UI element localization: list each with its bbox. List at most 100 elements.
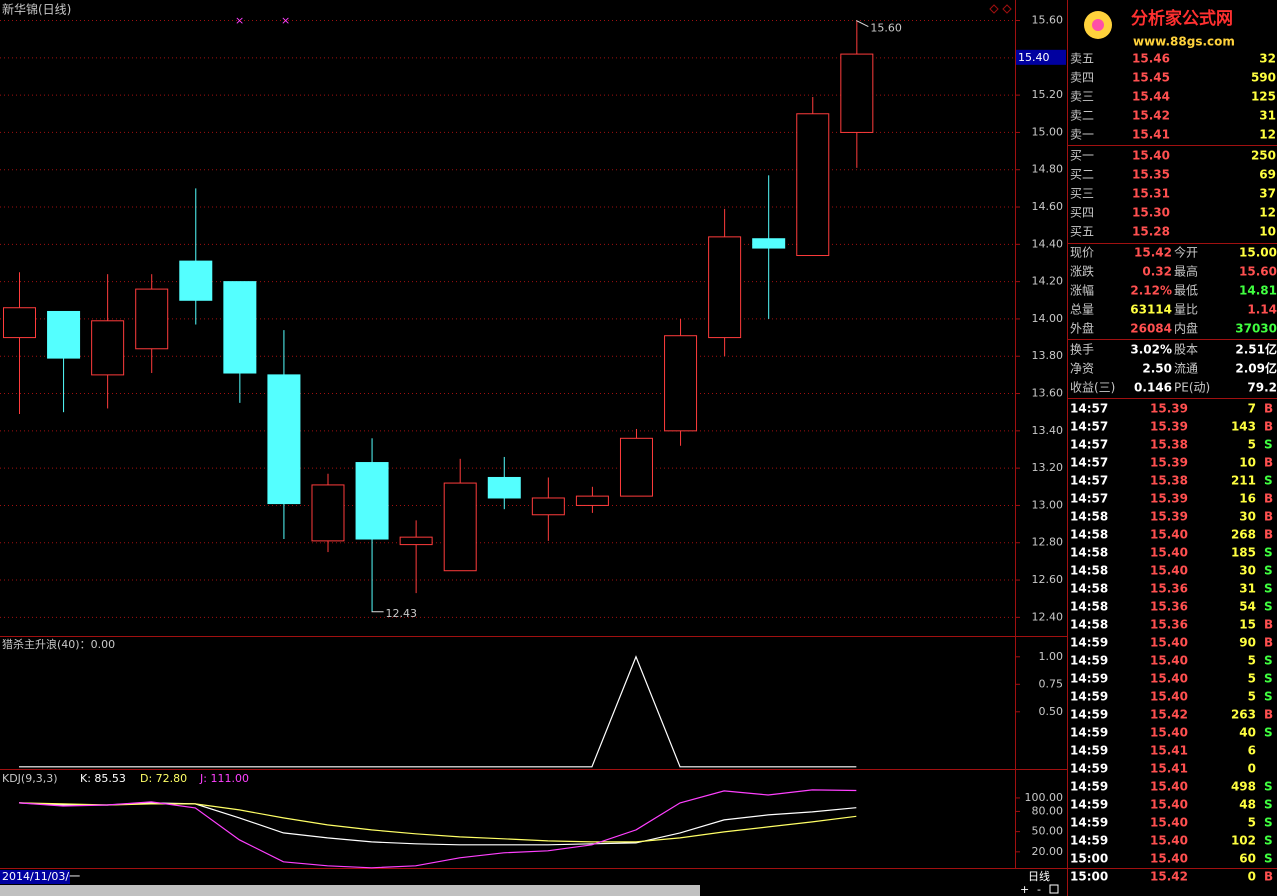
stat-label: 今开 [1174, 245, 1198, 260]
min-label: 12.43 [386, 607, 418, 620]
period[interactable]: 日线 [1028, 869, 1050, 883]
book-price: 15.28 [1132, 225, 1170, 239]
trade-time: 14:57 [1070, 438, 1108, 452]
trade-side: S [1264, 852, 1273, 866]
book-price: 15.45 [1132, 71, 1170, 85]
book-label: 卖五 [1070, 52, 1094, 66]
tab-bar [0, 885, 700, 896]
y-tick-label: 0.50 [1039, 705, 1064, 718]
legend-entry: K: 85.53 [80, 772, 126, 785]
trade-time: 14:59 [1070, 816, 1108, 830]
indicator-line [18, 802, 857, 843]
y-tick-label: 13.00 [1032, 498, 1064, 511]
trade-price: 15.40 [1150, 636, 1188, 650]
maximize[interactable] [1049, 884, 1059, 894]
trade-volume: 16 [1239, 492, 1256, 506]
candle-body [752, 238, 786, 249]
zoom-buttons: + - [1020, 883, 1059, 896]
tab[interactable]: MCST [688, 886, 717, 896]
book-volume: 250 [1251, 149, 1276, 163]
trade-side: B [1264, 528, 1273, 542]
trade-time: 14:58 [1070, 618, 1108, 632]
trade-time: 14:57 [1070, 492, 1108, 506]
zoom-out[interactable]: - [1037, 883, 1041, 896]
stat-label: 最低 [1174, 284, 1198, 298]
trade-price: 15.40 [1150, 834, 1188, 848]
trade-price: 15.40 [1150, 726, 1188, 740]
stat-label: 外盘 [1070, 321, 1094, 336]
trade-price: 15.42 [1150, 870, 1188, 884]
book-price: 15.35 [1132, 168, 1170, 182]
trade-side: B [1264, 870, 1273, 884]
book-volume: 10 [1259, 225, 1276, 239]
candle-body [267, 374, 301, 505]
trade-price: 15.40 [1150, 690, 1188, 704]
stat-value: 63114 [1130, 303, 1172, 317]
trade-side: S [1264, 816, 1273, 830]
y-tick-label: 1.00 [1039, 650, 1064, 663]
trade-volume: 15 [1239, 618, 1256, 632]
candle-body [840, 53, 874, 133]
trade-price: 15.36 [1150, 582, 1188, 596]
trade-side: S [1264, 654, 1273, 668]
trade-time: 14:58 [1070, 600, 1108, 614]
trade-volume: 185 [1231, 546, 1256, 560]
stat-label: 涨幅 [1070, 283, 1094, 298]
trade-time: 14:57 [1070, 474, 1108, 488]
trade-volume: 268 [1231, 528, 1256, 542]
stat-value: 2.09亿 [1235, 361, 1277, 376]
y-tick-label: 15.20 [1032, 88, 1064, 101]
logo-name: 分析家公式网 [1131, 8, 1233, 29]
book-price: 15.30 [1132, 206, 1170, 220]
trade-price: 15.36 [1150, 600, 1188, 614]
trade-side: B [1264, 708, 1273, 722]
trade-volume: 263 [1231, 708, 1256, 722]
trade-price: 15.40 [1150, 564, 1188, 578]
y-tick-label: 12.80 [1032, 536, 1064, 549]
candle-body [135, 288, 169, 350]
indicator-title: 猎杀主升浪(40)：0.00 [2, 637, 115, 651]
trade-time: 14:59 [1070, 780, 1108, 794]
trade-price: 15.40 [1150, 546, 1188, 560]
trade-side: S [1264, 690, 1273, 704]
stat-value: 0.32 [1142, 265, 1172, 279]
zoom-in[interactable]: + [1020, 883, 1029, 896]
book-price: 15.40 [1132, 149, 1170, 163]
candle-body [223, 281, 257, 374]
stat-value: 15.42 [1134, 246, 1172, 260]
stat-value: 26084 [1130, 322, 1172, 336]
logo: 分析家公式网 www.88gs.com [1084, 8, 1235, 49]
trade-volume: 102 [1231, 834, 1256, 848]
trade-side: S [1264, 672, 1273, 686]
indicator-line [18, 789, 857, 869]
trade-side: B [1264, 420, 1273, 434]
stat-label: 股本 [1174, 343, 1198, 357]
window-icons[interactable] [989, 4, 1012, 14]
stat-value: 79.2 [1247, 381, 1277, 395]
book-label: 买四 [1070, 206, 1094, 220]
trade-volume: 143 [1231, 420, 1256, 434]
trade-price: 15.36 [1150, 618, 1188, 632]
book-price: 15.44 [1132, 90, 1170, 104]
candle-body [531, 497, 565, 516]
stat-value: 37030 [1235, 322, 1277, 336]
stat-label: 收益(三) [1070, 381, 1115, 395]
indicator-title: KDJ(9,3,3) [2, 772, 58, 785]
stat-value: 15.00 [1239, 246, 1277, 260]
candle-body [355, 462, 389, 540]
y-tick-label: 14.20 [1032, 275, 1064, 288]
trade-volume: 5 [1248, 672, 1256, 686]
stat-label: 涨跌 [1070, 264, 1094, 279]
trade-side: B [1264, 618, 1273, 632]
trade-price: 15.40 [1150, 798, 1188, 812]
trade-price: 15.40 [1150, 672, 1188, 686]
max-pointer [856, 20, 869, 27]
y-tick-label: 14.60 [1032, 200, 1064, 213]
y-tick-label: 20.00 [1032, 845, 1064, 858]
book-volume: 12 [1259, 206, 1276, 220]
trade-volume: 0 [1248, 870, 1256, 884]
trade-time: 15:00 [1070, 870, 1108, 884]
y-tick-label: 13.60 [1032, 387, 1064, 400]
trade-side: S [1264, 780, 1273, 794]
stat-value: 2.51亿 [1235, 342, 1277, 357]
